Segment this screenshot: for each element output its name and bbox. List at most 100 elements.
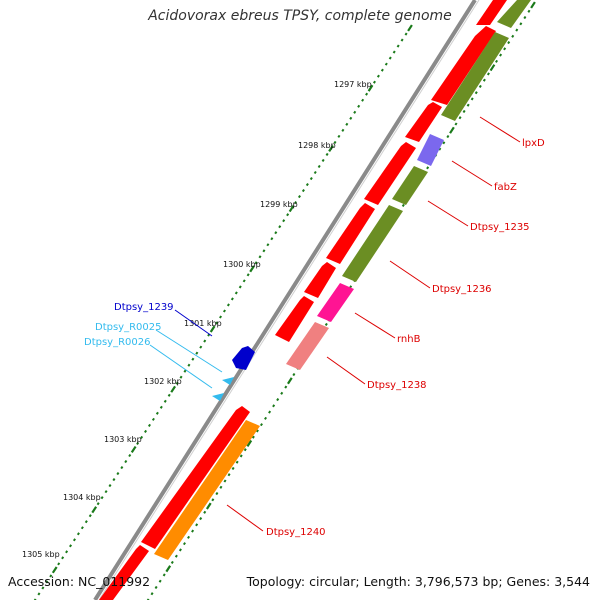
gene-block[interactable] — [99, 545, 149, 600]
minor-tick — [158, 579, 162, 583]
minor-tick — [442, 141, 446, 145]
gene-block[interactable] — [405, 102, 442, 142]
minor-tick — [227, 473, 231, 477]
gene-label[interactable]: Dtpsy_R0025 — [95, 322, 162, 333]
minor-tick — [270, 237, 274, 241]
gene-block[interactable] — [497, 0, 531, 28]
minor-tick — [96, 502, 100, 506]
minor-tick — [454, 122, 458, 126]
gene-label[interactable]: lpxD — [522, 138, 545, 149]
minor-tick — [426, 166, 430, 170]
minor-tick — [262, 249, 266, 253]
minor-tick — [191, 357, 195, 361]
minor-tick — [246, 273, 250, 277]
minor-tick — [259, 423, 263, 427]
minor-tick — [294, 201, 298, 205]
minor-tick — [57, 562, 61, 566]
major-tick — [530, 1, 536, 9]
gene-block[interactable] — [476, 0, 507, 25]
minor-tick — [404, 32, 408, 36]
tick-label: 1299 kbp — [260, 200, 298, 209]
minor-tick — [324, 322, 328, 326]
minor-tick — [462, 109, 466, 114]
minor-tick — [333, 140, 337, 144]
minor-tick — [276, 398, 280, 402]
tick-label: 1301 kbp — [184, 319, 222, 328]
major-tick — [328, 144, 334, 152]
tick-ruler-outer — [33, 24, 413, 600]
gene-block[interactable] — [417, 134, 444, 166]
minor-tick — [100, 496, 104, 500]
gene-block[interactable] — [286, 322, 329, 370]
minor-tick — [174, 554, 178, 558]
minor-tick — [69, 544, 73, 548]
gene-label[interactable]: Dtpsy_R0026 — [84, 337, 151, 348]
minor-tick — [519, 22, 523, 26]
major-tick — [489, 64, 496, 72]
minor-tick — [88, 514, 92, 518]
minor-tick — [268, 410, 272, 414]
minor-tick — [65, 550, 69, 554]
gene-block[interactable] — [317, 283, 354, 322]
gene-block[interactable] — [392, 166, 428, 205]
minor-tick — [128, 453, 132, 458]
minor-tick — [175, 381, 179, 385]
gene-label[interactable]: fabZ — [494, 182, 517, 193]
major-tick — [367, 84, 374, 92]
minor-tick — [104, 490, 108, 494]
minor-tick — [84, 520, 88, 524]
gene-block[interactable] — [154, 420, 260, 560]
minor-tick — [116, 472, 120, 476]
gene-block[interactable] — [441, 32, 509, 121]
tick-label: 1305 kbp — [22, 550, 60, 559]
minor-tick — [258, 255, 262, 259]
minor-tick — [321, 158, 325, 163]
minor-tick — [120, 465, 124, 470]
gene-block[interactable] — [304, 262, 336, 298]
gene-label[interactable]: Dtpsy_1235 — [470, 222, 530, 233]
gene-block[interactable] — [342, 205, 403, 282]
minor-tick — [388, 56, 392, 60]
gene-block[interactable] — [431, 26, 496, 105]
gene-block[interactable] — [326, 203, 375, 264]
genome-backbone — [93, 0, 477, 600]
minor-tick — [234, 291, 238, 295]
minor-tick — [466, 103, 470, 107]
gene-block[interactable] — [275, 296, 314, 342]
gene-block[interactable] — [364, 142, 416, 205]
minor-tick — [231, 466, 235, 471]
gene-label[interactable]: Dtpsy_1236 — [432, 284, 492, 295]
callout-lines — [149, 116, 521, 532]
minor-tick — [150, 592, 154, 596]
gene-label[interactable]: Dtpsy_1240 — [266, 527, 326, 538]
minor-tick — [146, 598, 150, 600]
minor-tick — [170, 560, 174, 564]
minor-tick — [266, 243, 270, 247]
minor-tick — [183, 369, 187, 373]
gene-block[interactable] — [232, 346, 255, 370]
minor-tick — [226, 303, 230, 307]
rna-marker[interactable] — [222, 377, 234, 385]
gene-label[interactable]: Dtpsy_1238 — [367, 380, 427, 391]
minor-tick — [495, 59, 499, 63]
minor-tick — [401, 203, 405, 207]
gene-label[interactable]: Dtpsy_1239 — [114, 302, 174, 313]
gene-label[interactable]: rnhB — [397, 334, 421, 345]
minor-tick — [255, 429, 259, 433]
minor-tick — [286, 213, 290, 217]
minor-tick — [242, 279, 246, 283]
forward-cds-track — [99, 0, 507, 600]
gene-block[interactable] — [141, 406, 250, 549]
rna-marker[interactable] — [212, 393, 224, 401]
minor-tick — [112, 478, 116, 482]
minor-tick — [144, 429, 148, 433]
minor-tick — [179, 375, 183, 379]
minor-tick — [155, 411, 159, 415]
tick-labels: 1297 kbp 1298 kbp 1299 kbp 1300 kbp 1301… — [22, 80, 372, 559]
minor-tick — [503, 47, 507, 51]
cog-track — [154, 0, 531, 560]
minor-tick — [239, 454, 243, 458]
minor-tick — [61, 556, 65, 560]
minor-tick — [317, 164, 321, 169]
